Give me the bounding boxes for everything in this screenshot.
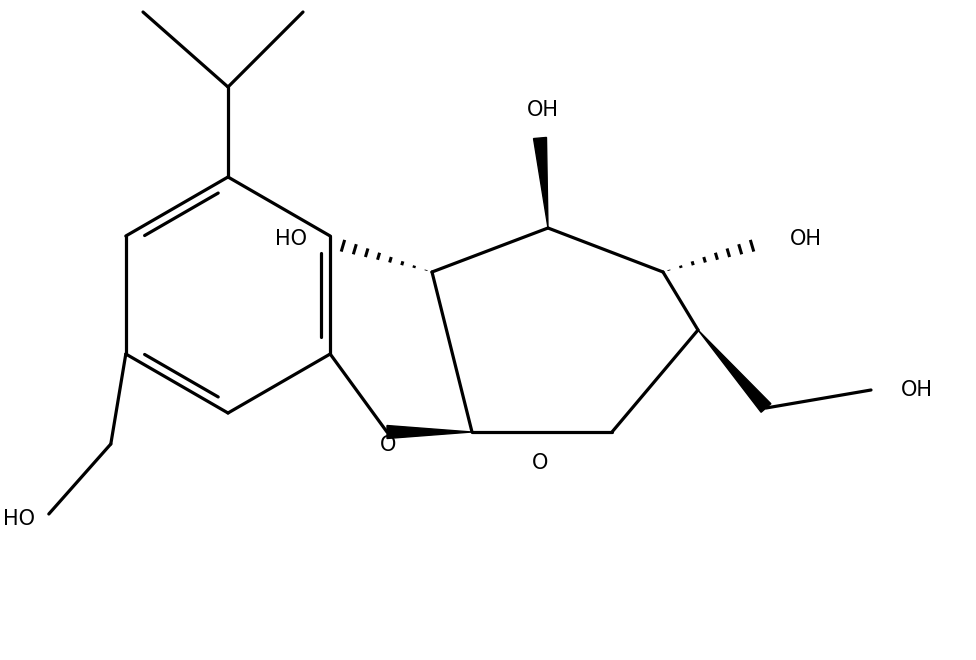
- Text: HO: HO: [275, 229, 307, 249]
- Text: OH: OH: [527, 100, 559, 120]
- Polygon shape: [534, 137, 548, 228]
- Polygon shape: [387, 426, 472, 438]
- Text: OH: OH: [790, 229, 822, 249]
- Text: OH: OH: [901, 380, 933, 400]
- Polygon shape: [698, 330, 771, 412]
- Text: HO: HO: [3, 509, 35, 529]
- Text: O: O: [380, 435, 396, 455]
- Text: O: O: [532, 453, 549, 473]
